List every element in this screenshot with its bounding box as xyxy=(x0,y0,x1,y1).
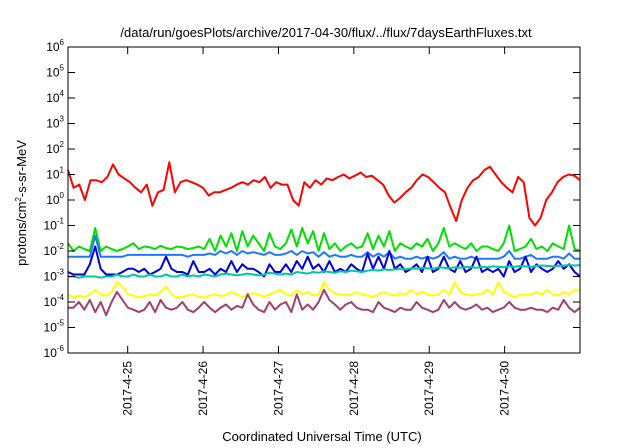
y-tick-label: 100 xyxy=(46,191,64,207)
series-line-1 xyxy=(67,224,581,252)
series-line-5 xyxy=(67,281,580,299)
y-tick-label: 10-4 xyxy=(44,293,65,309)
y-tick-label: 10-5 xyxy=(44,319,65,335)
x-tick-label: 2017-4-25 xyxy=(121,361,135,416)
y-axis-label-rest: -s-sr-MeV xyxy=(14,140,29,197)
y-tick-label: 102 xyxy=(46,140,64,156)
y-tick-label: 10-2 xyxy=(44,242,65,258)
y-tick-label: 10-6 xyxy=(44,344,65,360)
x-tick-label: 2017-4-27 xyxy=(271,361,285,416)
series-line-2 xyxy=(68,234,580,260)
x-tick-label: 2017-4-29 xyxy=(422,361,436,416)
y-tick-label: 104 xyxy=(46,89,64,105)
series-line-6 xyxy=(68,288,581,317)
x-tick-label: 2017-4-30 xyxy=(498,361,512,416)
y-axis-label-sup: 2 xyxy=(14,197,23,202)
plot-frame xyxy=(67,46,581,354)
y-tick-label: 103 xyxy=(46,115,64,131)
y-tick-label: 10-1 xyxy=(44,217,65,233)
series-line-4 xyxy=(68,264,581,279)
y-tick-label: 105 xyxy=(46,64,64,80)
x-tick-label: 2017-4-26 xyxy=(196,361,210,416)
y-tick-label: 101 xyxy=(46,166,64,182)
x-axis-label: Coordinated Universal Time (UTC) xyxy=(222,429,421,444)
chart-title: /data/run/goesPlots/archive/2017-04-30/f… xyxy=(120,25,532,40)
series-line-0 xyxy=(67,161,581,227)
y-tick-label: 106 xyxy=(46,38,64,54)
y-tick-label: 10-3 xyxy=(44,268,65,284)
y-axis-label: protons/cm2-s-sr-MeV xyxy=(14,140,29,266)
series-lines xyxy=(67,161,581,317)
y-axis-label-main: protons/cm xyxy=(14,202,29,266)
x-tick-label: 2017-4-28 xyxy=(347,361,361,416)
svg-text:protons/cm2-s-sr-MeV: protons/cm2-s-sr-MeV xyxy=(14,140,29,266)
axis-ticks: 10-6 10-5 10-4 10-3 10-2 10-1 100 101 102 103 104 1… xyxy=(44,38,580,416)
